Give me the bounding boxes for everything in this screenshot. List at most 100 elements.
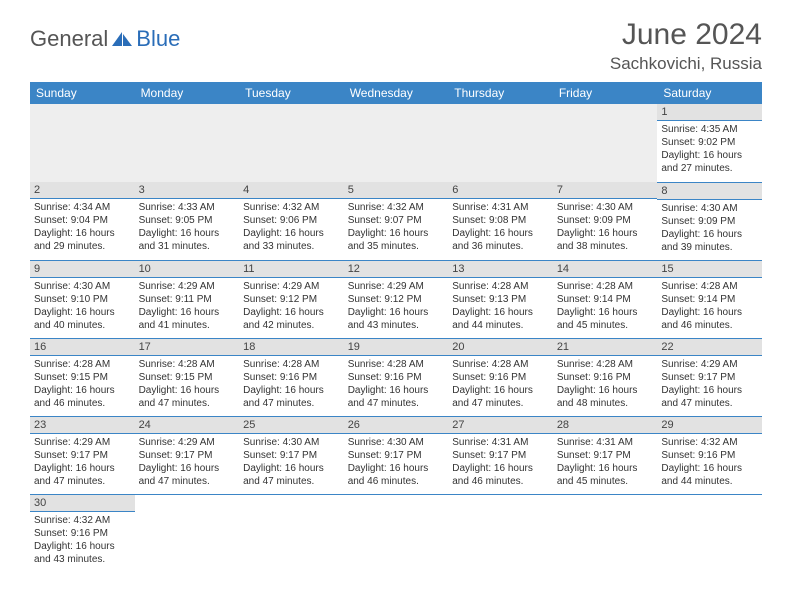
weekday-header-row: SundayMondayTuesdayWednesdayThursdayFrid… [30,82,762,104]
calendar-cell: 14Sunrise: 4:28 AMSunset: 9:14 PMDayligh… [553,260,658,338]
day-number: 28 [553,417,658,434]
calendar-cell: 6Sunrise: 4:31 AMSunset: 9:08 PMDaylight… [448,182,553,260]
calendar-cell: 29Sunrise: 4:32 AMSunset: 9:16 PMDayligh… [657,416,762,494]
day-details: Sunrise: 4:28 AMSunset: 9:16 PMDaylight:… [553,356,658,412]
calendar-row: 30Sunrise: 4:32 AMSunset: 9:16 PMDayligh… [30,494,762,572]
day-details: Sunrise: 4:34 AMSunset: 9:04 PMDaylight:… [30,199,135,255]
day-details: Sunrise: 4:31 AMSunset: 9:08 PMDaylight:… [448,199,553,255]
day-number: 30 [30,495,135,512]
day-details: Sunrise: 4:30 AMSunset: 9:17 PMDaylight:… [239,434,344,490]
calendar-cell [135,104,240,182]
calendar-cell: 19Sunrise: 4:28 AMSunset: 9:16 PMDayligh… [344,338,449,416]
day-number: 19 [344,339,449,356]
day-number: 17 [135,339,240,356]
day-details: Sunrise: 4:28 AMSunset: 9:16 PMDaylight:… [344,356,449,412]
calendar-cell: 11Sunrise: 4:29 AMSunset: 9:12 PMDayligh… [239,260,344,338]
calendar-cell: 24Sunrise: 4:29 AMSunset: 9:17 PMDayligh… [135,416,240,494]
day-details: Sunrise: 4:28 AMSunset: 9:16 PMDaylight:… [239,356,344,412]
day-details: Sunrise: 4:32 AMSunset: 9:16 PMDaylight:… [30,512,135,568]
calendar-row: 9Sunrise: 4:30 AMSunset: 9:10 PMDaylight… [30,260,762,338]
day-number: 20 [448,339,553,356]
calendar-cell: 12Sunrise: 4:29 AMSunset: 9:12 PMDayligh… [344,260,449,338]
calendar-cell: 30Sunrise: 4:32 AMSunset: 9:16 PMDayligh… [30,494,135,572]
day-details: Sunrise: 4:29 AMSunset: 9:11 PMDaylight:… [135,278,240,334]
calendar-cell: 10Sunrise: 4:29 AMSunset: 9:11 PMDayligh… [135,260,240,338]
calendar-cell [239,104,344,182]
calendar-row: 1Sunrise: 4:35 AMSunset: 9:02 PMDaylight… [30,104,762,182]
day-number: 18 [239,339,344,356]
day-number: 14 [553,261,658,278]
month-title: June 2024 [610,18,762,52]
calendar-cell: 1Sunrise: 4:35 AMSunset: 9:02 PMDaylight… [657,104,762,182]
weekday-header: Friday [553,82,658,104]
day-number: 7 [553,182,658,199]
calendar-cell: 18Sunrise: 4:28 AMSunset: 9:16 PMDayligh… [239,338,344,416]
calendar-cell: 26Sunrise: 4:30 AMSunset: 9:17 PMDayligh… [344,416,449,494]
calendar-cell: 8Sunrise: 4:30 AMSunset: 9:09 PMDaylight… [657,182,762,260]
day-number: 4 [239,182,344,199]
calendar-cell: 3Sunrise: 4:33 AMSunset: 9:05 PMDaylight… [135,182,240,260]
day-number: 16 [30,339,135,356]
calendar-cell: 9Sunrise: 4:30 AMSunset: 9:10 PMDaylight… [30,260,135,338]
weekday-header: Wednesday [344,82,449,104]
day-details: Sunrise: 4:31 AMSunset: 9:17 PMDaylight:… [448,434,553,490]
day-number: 11 [239,261,344,278]
day-details: Sunrise: 4:29 AMSunset: 9:12 PMDaylight:… [239,278,344,334]
calendar-cell: 15Sunrise: 4:28 AMSunset: 9:14 PMDayligh… [657,260,762,338]
day-details: Sunrise: 4:30 AMSunset: 9:17 PMDaylight:… [344,434,449,490]
day-number: 25 [239,417,344,434]
brand-part2: Blue [136,26,180,52]
calendar-cell [448,104,553,182]
day-number: 13 [448,261,553,278]
calendar-cell: 5Sunrise: 4:32 AMSunset: 9:07 PMDaylight… [344,182,449,260]
day-number: 29 [657,417,762,434]
day-number: 12 [344,261,449,278]
day-details: Sunrise: 4:33 AMSunset: 9:05 PMDaylight:… [135,199,240,255]
calendar-cell [344,494,449,572]
weekday-header: Saturday [657,82,762,104]
weekday-header: Monday [135,82,240,104]
calendar-cell [448,494,553,572]
day-number: 9 [30,261,135,278]
calendar-cell [135,494,240,572]
calendar-cell [239,494,344,572]
day-number: 1 [657,104,762,121]
weekday-header: Sunday [30,82,135,104]
calendar-cell: 16Sunrise: 4:28 AMSunset: 9:15 PMDayligh… [30,338,135,416]
calendar-cell: 2Sunrise: 4:34 AMSunset: 9:04 PMDaylight… [30,182,135,260]
day-details: Sunrise: 4:30 AMSunset: 9:10 PMDaylight:… [30,278,135,334]
calendar-row: 23Sunrise: 4:29 AMSunset: 9:17 PMDayligh… [30,416,762,494]
day-details: Sunrise: 4:30 AMSunset: 9:09 PMDaylight:… [553,199,658,255]
day-number: 27 [448,417,553,434]
calendar-cell [657,494,762,572]
day-number: 22 [657,339,762,356]
day-details: Sunrise: 4:29 AMSunset: 9:17 PMDaylight:… [135,434,240,490]
day-number: 3 [135,182,240,199]
day-number: 10 [135,261,240,278]
day-details: Sunrise: 4:29 AMSunset: 9:17 PMDaylight:… [657,356,762,412]
day-number: 15 [657,261,762,278]
calendar-cell: 21Sunrise: 4:28 AMSunset: 9:16 PMDayligh… [553,338,658,416]
day-details: Sunrise: 4:32 AMSunset: 9:07 PMDaylight:… [344,199,449,255]
calendar-cell [553,104,658,182]
day-details: Sunrise: 4:28 AMSunset: 9:14 PMDaylight:… [553,278,658,334]
day-details: Sunrise: 4:28 AMSunset: 9:14 PMDaylight:… [657,278,762,334]
calendar-row: 2Sunrise: 4:34 AMSunset: 9:04 PMDaylight… [30,182,762,260]
calendar-cell: 7Sunrise: 4:30 AMSunset: 9:09 PMDaylight… [553,182,658,260]
title-block: June 2024 Sachkovichi, Russia [610,18,762,74]
calendar-cell: 17Sunrise: 4:28 AMSunset: 9:15 PMDayligh… [135,338,240,416]
day-number: 24 [135,417,240,434]
calendar-cell [553,494,658,572]
calendar-cell: 22Sunrise: 4:29 AMSunset: 9:17 PMDayligh… [657,338,762,416]
brand-logo: General Blue [30,26,180,52]
calendar-cell: 23Sunrise: 4:29 AMSunset: 9:17 PMDayligh… [30,416,135,494]
calendar-cell: 20Sunrise: 4:28 AMSunset: 9:16 PMDayligh… [448,338,553,416]
sail-icon [110,30,134,48]
day-number: 26 [344,417,449,434]
calendar-body: 1Sunrise: 4:35 AMSunset: 9:02 PMDaylight… [30,104,762,572]
day-details: Sunrise: 4:28 AMSunset: 9:16 PMDaylight:… [448,356,553,412]
calendar-cell: 13Sunrise: 4:28 AMSunset: 9:13 PMDayligh… [448,260,553,338]
day-number: 2 [30,182,135,199]
day-details: Sunrise: 4:29 AMSunset: 9:12 PMDaylight:… [344,278,449,334]
calendar-table: SundayMondayTuesdayWednesdayThursdayFrid… [30,82,762,572]
